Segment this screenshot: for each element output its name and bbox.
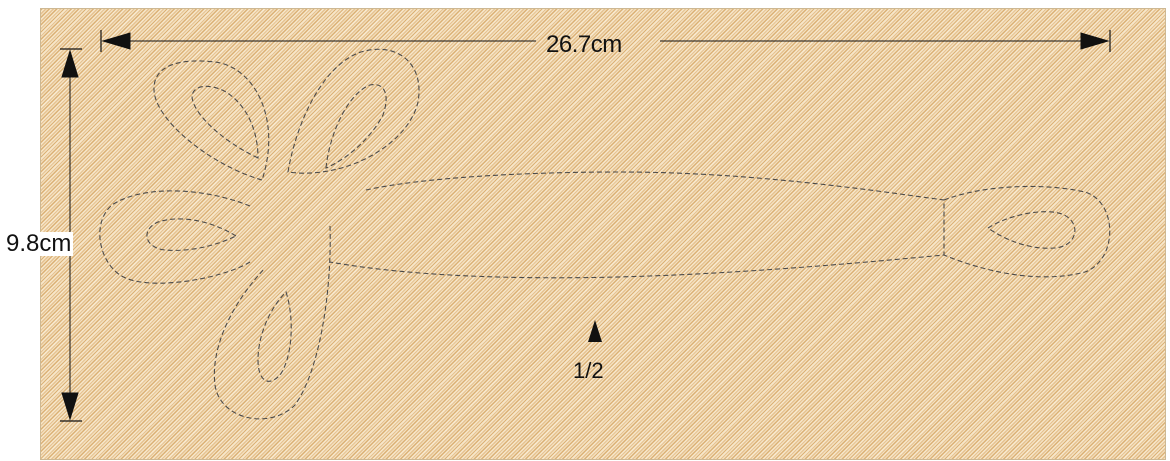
arrowhead-right-icon (1080, 32, 1110, 50)
upper-middle-petal-outer (287, 48, 420, 174)
upper-left-petal-inner (191, 85, 259, 159)
width-dimension-label: 26.7cm (546, 31, 622, 58)
handle-body-outline (329, 171, 945, 279)
arrowhead-up-icon (61, 49, 79, 78)
end-loop-inner (987, 211, 1076, 249)
lower-petal-outer (213, 225, 331, 420)
arrowhead-left-icon (101, 32, 131, 50)
fold-mark-label: 1/2 (573, 358, 604, 383)
height-dimension-label: 9.8cm (4, 230, 74, 257)
left-petal-inner (146, 218, 238, 251)
height-dimension-line (60, 48, 82, 422)
stitch-outlines (99, 48, 1111, 420)
fold-arrow-icon (588, 320, 602, 342)
lower-petal-inner (257, 290, 292, 382)
fabric-background (40, 8, 1166, 460)
width-dimension-line (100, 30, 1111, 52)
arrowhead-down-icon (61, 392, 79, 421)
upper-middle-petal-inner (325, 84, 387, 169)
end-loop-outer (943, 185, 1111, 278)
upper-left-petal-outer (153, 60, 270, 181)
left-petal-outer (99, 190, 251, 284)
